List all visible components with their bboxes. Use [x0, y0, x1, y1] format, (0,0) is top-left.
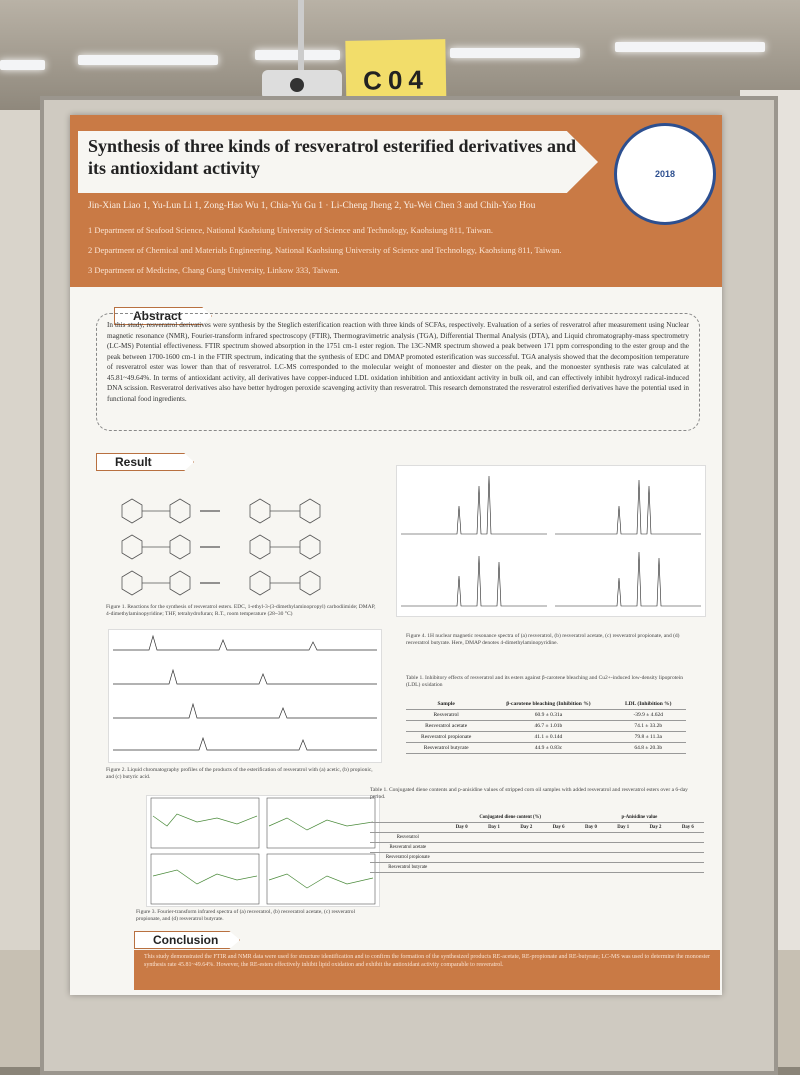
table-row: Resveratrol acetate: [370, 842, 704, 853]
table-row: Conjugated diene content (%) p-Anisidine…: [370, 813, 704, 823]
table-2: Conjugated diene content (%) p-Anisidine…: [370, 813, 704, 873]
reaction-row: [121, 498, 321, 524]
conclusion-band: [134, 950, 720, 990]
figure-3-caption: Figure 3. Fourier-transform infrared spe…: [136, 909, 356, 922]
table-1: Sample β-carotene bleaching (Inhibition …: [406, 699, 686, 754]
poster-title: Synthesis of three kinds of resveratrol …: [88, 136, 576, 178]
table-row: Resveratrol propionate: [370, 852, 704, 863]
affiliation-1: 1 Department of Seafood Science, Nationa…: [88, 225, 494, 235]
authors: Jin-Xian Liao 1, Yu-Lun Li 1, Zong-Hao W…: [88, 201, 536, 211]
table-row: Day 0 Day 1 Day 2 Day 6 Day 0 Day 1 Day …: [370, 822, 704, 833]
poster-header: Synthesis of three kinds of resveratrol …: [70, 115, 722, 287]
table-1-caption: Table 1. Inhibitory effects of resveratr…: [406, 675, 683, 688]
projector-pole: [298, 0, 304, 72]
ceiling-light: [255, 50, 340, 60]
figure-1-reaction-scheme: [121, 498, 321, 596]
table-row: Resveratrol 60.9 ± 0.31a -39.9 ± 4.62d: [406, 709, 686, 721]
lc-chromatogram-plot: [113, 634, 377, 751]
nmr-plot-grid: [401, 475, 701, 607]
ceiling-light: [78, 55, 218, 65]
table-2-caption: Table 1. Conjugated diene contents and p…: [370, 787, 688, 800]
ceiling-light: [0, 60, 45, 70]
table-row: Resveratrol: [370, 832, 704, 843]
table-row: Resveratrol butyrate: [370, 862, 704, 873]
table-row: Resveratrol acetate 46.7 ± 1.01b 74.1 ± …: [406, 720, 686, 732]
logo-year: 2018: [654, 169, 676, 179]
affiliation-2: 2 Department of Chemical and Materials E…: [88, 245, 562, 255]
projector: [262, 70, 342, 100]
conclusion-text: This study demonstrated the FTIR and NMR…: [144, 954, 711, 968]
ftir-plot-grid: [150, 797, 376, 905]
abstract-text: In this study, resveratrol derivatives w…: [96, 313, 700, 431]
table-row: Resveratrol butyrate 44.9 ± 0.83c 64.8 ±…: [406, 742, 686, 754]
ceiling-light: [450, 48, 580, 58]
reaction-row: [121, 570, 321, 596]
figure-4-nmr-spectra: [396, 465, 706, 617]
figure-4-caption: Figure 4. 1H nuclear magnetic resonance …: [406, 633, 680, 646]
figure-2-lc-profiles: [108, 629, 382, 763]
figure-1-caption: Figure 1. Reactions for the synthesis of…: [106, 604, 376, 617]
title-box: [78, 131, 598, 193]
reaction-row: [121, 534, 321, 560]
affiliation-3: 3 Department of Medicine, Chang Gung Uni…: [88, 265, 340, 275]
abstract-heading: Abstract: [114, 307, 212, 325]
figure-2-caption: Figure 2. Liquid chromatography profiles…: [106, 767, 373, 780]
conclusion-heading: Conclusion: [134, 931, 240, 949]
poster: Synthesis of three kinds of resveratrol …: [70, 115, 722, 995]
figure-3-ftir-spectra: [146, 795, 380, 907]
university-logo: 2018: [614, 123, 716, 225]
result-heading: Result: [96, 453, 194, 471]
table-row: Sample β-carotene bleaching (Inhibition …: [406, 699, 686, 710]
table-row: Resveratrol propionate 41.1 ± 0.14d 79.8…: [406, 731, 686, 743]
ceiling-light: [615, 42, 765, 52]
